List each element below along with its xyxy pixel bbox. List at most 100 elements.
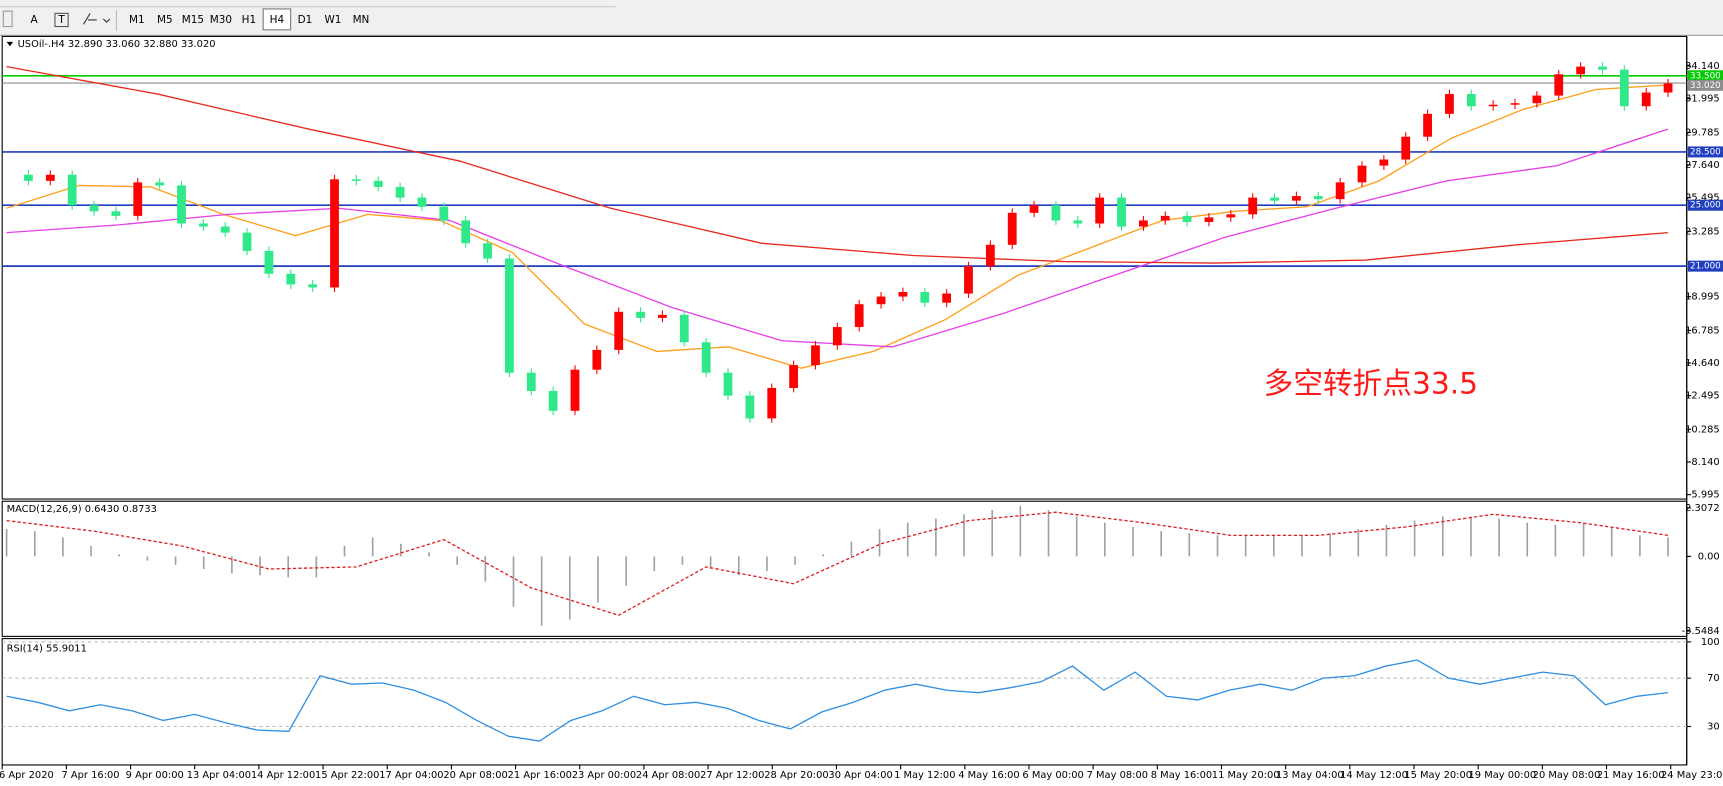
level-tag-label: 28.500 <box>1690 147 1721 157</box>
candle <box>1292 196 1301 201</box>
candle <box>636 311 645 318</box>
y-tick-label: 30 <box>1707 722 1720 733</box>
timeframe-button[interactable]: H1 <box>242 14 256 26</box>
candle <box>1663 83 1673 93</box>
candle <box>832 327 842 346</box>
candle <box>898 292 908 297</box>
candle <box>811 345 820 366</box>
candle <box>701 342 711 373</box>
candle <box>723 372 733 396</box>
candle <box>1445 94 1454 114</box>
x-tick-label: 7 May 08:00 <box>1087 770 1148 781</box>
candle <box>417 197 427 207</box>
active-timeframe <box>262 8 292 31</box>
x-tick-label: 19 May 00:00 <box>1468 770 1536 781</box>
x-tick-label: 6 May 00:00 <box>1022 770 1083 781</box>
candle <box>1051 205 1061 221</box>
x-tick-label: 24 May 23:00 <box>1661 770 1723 781</box>
moving-average <box>6 65 1669 264</box>
candle <box>767 387 777 419</box>
text-tool[interactable]: A <box>30 14 38 26</box>
x-tick-label: 8 May 16:00 <box>1151 770 1212 781</box>
x-tick-label: 27 Apr 12:00 <box>700 770 764 781</box>
candle <box>920 292 930 303</box>
candle <box>1466 94 1476 107</box>
timeframe-button[interactable]: W1 <box>324 14 341 26</box>
x-tick-label: 11 May 20:00 <box>1212 770 1280 781</box>
y-tick-label: 10.285 <box>1685 424 1720 435</box>
level-tag <box>1687 79 1723 91</box>
y-tick-label: 25.495 <box>1685 193 1720 204</box>
candle <box>155 182 165 186</box>
y-tick-label: 5.995 <box>1691 490 1719 501</box>
candle <box>876 296 886 305</box>
candle <box>1095 197 1105 224</box>
candle <box>1488 104 1498 107</box>
candle <box>1117 197 1126 227</box>
signal-line <box>6 511 1669 616</box>
candle <box>461 220 471 244</box>
candle <box>985 244 995 267</box>
candle <box>111 211 121 216</box>
menu-triangle <box>6 41 14 47</box>
y-tick-label: 34.140 <box>1685 61 1720 72</box>
candle <box>89 205 99 212</box>
timeframe-button[interactable]: M30 <box>210 14 232 26</box>
candle <box>1619 69 1629 107</box>
candle <box>439 206 449 221</box>
candle <box>614 311 624 350</box>
x-tick-label: 1 May 12:00 <box>894 770 955 781</box>
y-tick-label: 2.3072 <box>1685 503 1720 514</box>
candle <box>658 314 667 318</box>
x-tick-label: 6 Apr 2020 <box>0 770 54 781</box>
timeframe-button[interactable]: H4 <box>270 14 285 26</box>
candle <box>1204 217 1214 222</box>
candle <box>1073 220 1083 224</box>
x-tick-label: 21 May 16:00 <box>1597 770 1665 781</box>
candle <box>330 179 339 288</box>
candle <box>592 349 602 370</box>
moving-average <box>6 84 1669 369</box>
candle <box>242 232 252 251</box>
candle <box>1532 95 1542 104</box>
panel-frame <box>1 638 1688 766</box>
candle <box>570 369 580 411</box>
candle <box>1226 214 1236 218</box>
candle <box>1598 66 1607 70</box>
level-tag <box>1687 260 1723 272</box>
timeframe-button[interactable]: M15 <box>182 14 204 26</box>
candle <box>1138 220 1148 227</box>
candle <box>1313 196 1323 200</box>
panel-frame <box>1 35 1688 500</box>
y-tick-label: 29.785 <box>1685 127 1720 138</box>
label-tool[interactable]: T <box>57 14 65 26</box>
candle <box>264 250 274 274</box>
candle <box>1357 165 1367 183</box>
timeframe-button[interactable]: D1 <box>298 14 313 26</box>
x-tick-label: 9 Apr 00:00 <box>126 770 184 781</box>
toolbar-tools: A T <box>2 10 118 31</box>
candle <box>548 391 558 411</box>
candle <box>45 174 55 181</box>
timeframe-button[interactable]: MN <box>353 14 370 26</box>
x-tick-label: 20 May 08:00 <box>1533 770 1601 781</box>
x-tick-label: 20 Apr 08:00 <box>443 770 507 781</box>
candle <box>1335 182 1345 200</box>
candle <box>1641 92 1651 107</box>
y-tick-label: 31.995 <box>1685 94 1720 105</box>
x-tick-label: 17 Apr 04:00 <box>379 770 443 781</box>
candle <box>1554 74 1564 96</box>
candle <box>964 266 973 294</box>
candle <box>1423 113 1432 137</box>
candle <box>1510 103 1520 105</box>
arrow-tool[interactable] <box>83 13 111 25</box>
x-tick-label: 15 May 20:00 <box>1404 770 1472 781</box>
timeframe-button[interactable]: M1 <box>129 14 145 26</box>
y-tick-label: 14.640 <box>1685 358 1720 369</box>
timeframe-button[interactable]: M5 <box>157 14 173 26</box>
x-tick-label: 15 Apr 22:00 <box>315 770 379 781</box>
indicator-title: RSI(14) 55.9011 <box>7 643 87 654</box>
x-tick-label: 7 Apr 16:00 <box>61 770 119 781</box>
